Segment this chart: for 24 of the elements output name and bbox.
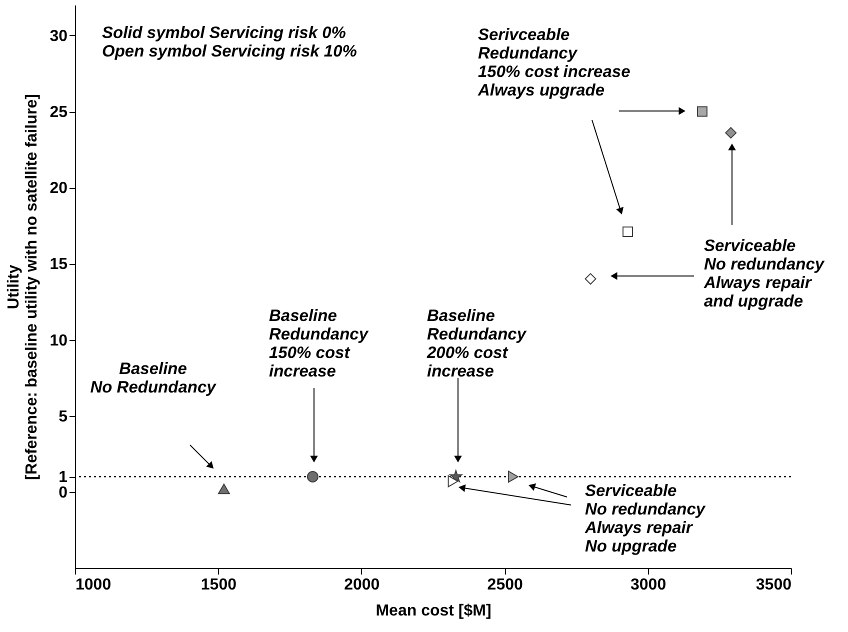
annotation: Baseline Redundancy 200% cost increase — [426, 307, 527, 380]
y-tick-label: 0 — [58, 484, 68, 502]
text: [Reference: baseline utility with no satellite failure] — [24, 94, 41, 480]
annotation: Baseline Redundancy 150% cost increase — [269, 307, 369, 380]
annotation: Solid symbol Servicing risk 0% Open symbol Servicing risk 10% — [102, 24, 358, 60]
text: Utility — [6, 264, 23, 310]
y-tick-label: 15 — [50, 256, 68, 274]
annotation: Serviceable No redundancy Always repair and upgrade — [703, 237, 825, 310]
x-tick-label: 3000 — [630, 576, 666, 594]
annotation: Serviceable No redundancy Always repair No upgrade — [584, 482, 706, 556]
y-tick-label: 20 — [50, 180, 68, 198]
x-tick-label: 2500 — [487, 576, 523, 594]
y-tick-label: 30 — [50, 28, 68, 45]
x-tick-label: 1000 — [76, 576, 112, 594]
x-tick-label: 3500 — [756, 576, 792, 594]
x-tick-label: 2000 — [344, 576, 380, 594]
annotation: Serivceable Redundancy 150% cost increase Always upgrade — [477, 26, 630, 100]
annotation: Baseline No Redundancy — [90, 360, 217, 396]
x-tick-label: 1500 — [200, 576, 237, 594]
y-tick-label: 1 — [58, 469, 68, 486]
x-axis-title: Mean cost [$M] — [376, 602, 492, 620]
y-tick-label: 25 — [50, 104, 68, 122]
y-tick-label: 10 — [50, 332, 68, 350]
y-tick-label: 5 — [58, 408, 68, 426]
